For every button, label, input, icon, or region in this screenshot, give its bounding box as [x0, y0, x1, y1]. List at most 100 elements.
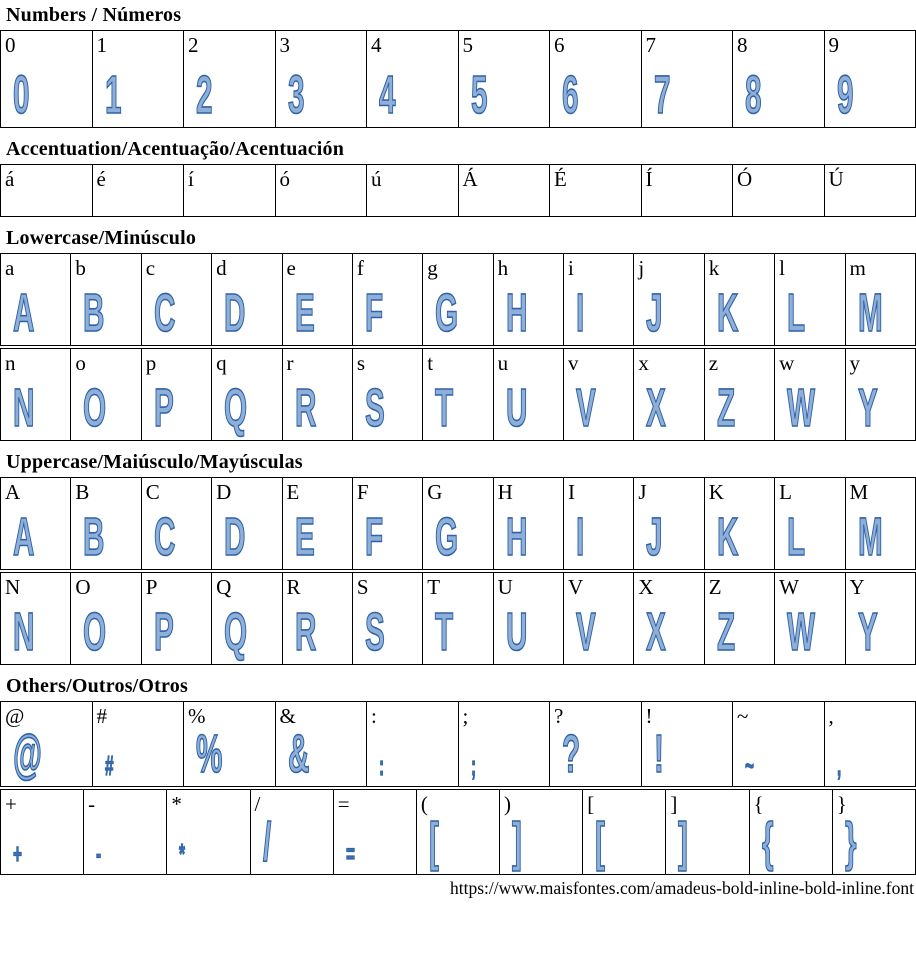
font-glyph-sample: P — [153, 378, 174, 439]
glyph-area: V — [565, 598, 633, 663]
font-glyph-sample: ] — [678, 812, 689, 873]
others-table-container: @ @ # #%% & &::;;??!! ~ ~,, + + - - * * / / = =([)][[]]{{… — [0, 701, 916, 875]
character-label: Z — [708, 575, 722, 599]
font-glyph-sample: M — [857, 283, 883, 344]
glyph-area — [642, 190, 732, 215]
font-glyph-sample: ? — [562, 724, 581, 785]
font-glyph-sample: V — [576, 378, 597, 439]
font-glyph-sample: J — [646, 507, 663, 568]
glyph-area: K — [705, 503, 773, 568]
character-label: J — [638, 480, 647, 504]
glyph-area: U — [494, 374, 562, 439]
glyph-cell: ;; — [457, 701, 550, 787]
glyph-area: @ — [1, 726, 91, 785]
glyph-area: } — [833, 812, 914, 873]
font-glyph-sample: R — [294, 602, 316, 663]
character-label: P — [145, 575, 158, 599]
glyph-area: S — [353, 374, 421, 439]
glyph-area: 5 — [459, 56, 549, 126]
glyph-area: Q — [213, 374, 281, 439]
font-glyph-sample: T — [435, 602, 454, 663]
character-label: É — [554, 167, 567, 191]
character-label: ~ — [737, 704, 749, 728]
font-glyph-sample: 5 — [470, 65, 488, 126]
glyph-area: ! — [642, 726, 732, 785]
character-label: U — [497, 575, 513, 599]
character-label: S — [356, 575, 369, 599]
font-glyph-sample: X — [646, 602, 667, 663]
font-glyph-sample: N — [13, 378, 35, 439]
character-label: Á — [462, 167, 478, 191]
font-glyph-sample: 1 — [104, 65, 122, 126]
glyph-area: B — [72, 279, 140, 344]
font-glyph-sample: T — [435, 378, 454, 439]
glyph-area: Z — [705, 598, 773, 663]
font-glyph-sample: A — [13, 507, 35, 568]
glyph-area: 3 — [276, 56, 366, 126]
character-label: : — [371, 704, 377, 728]
font-glyph-sample: + — [13, 838, 23, 870]
character-label: ; — [462, 704, 469, 728]
character-label: T — [427, 575, 441, 599]
font-glyph-sample: 9 — [836, 65, 854, 126]
character-label: @ — [5, 704, 25, 728]
character-label: B — [75, 480, 90, 504]
character-label: 4 — [371, 33, 382, 57]
character-label: l — [779, 256, 785, 280]
font-glyph-sample: ~ — [745, 750, 755, 782]
glyph-cell: Á — [457, 164, 550, 217]
glyph-area: R — [283, 374, 351, 439]
font-glyph-sample: D — [224, 507, 246, 568]
character-label: - — [88, 792, 96, 816]
glyph-area: 4 — [367, 56, 457, 126]
glyph-area: F — [353, 279, 421, 344]
font-glyph-sample: } — [844, 812, 857, 873]
font-glyph-sample: Y — [857, 602, 878, 663]
glyph-area: X — [635, 598, 703, 663]
font-glyph-sample: B — [83, 507, 105, 568]
font-glyph-sample: 3 — [287, 65, 305, 126]
glyph-area: O — [72, 374, 140, 439]
font-glyph-sample: A — [13, 283, 35, 344]
glyph-area: 0 — [1, 56, 91, 126]
table-row: @ @ # #%% & &::;;??!! ~ ~,, — [0, 701, 916, 787]
font-glyph-sample: Q — [224, 378, 248, 439]
font-glyph-sample: ] — [512, 812, 523, 873]
glyph-area: / — [251, 814, 332, 873]
character-label: v — [568, 351, 579, 375]
glyph-area: I — [565, 279, 633, 344]
character-label: k — [708, 256, 720, 280]
glyph-cell: )] — [499, 789, 584, 875]
glyph-area — [550, 190, 640, 215]
glyph-cell: é — [91, 164, 184, 217]
character-label: ó — [279, 167, 291, 191]
glyph-area: Q — [213, 598, 281, 663]
font-glyph-sample: R — [294, 378, 316, 439]
glyph-cell: !! — [640, 701, 733, 787]
character-label: 0 — [5, 33, 16, 57]
